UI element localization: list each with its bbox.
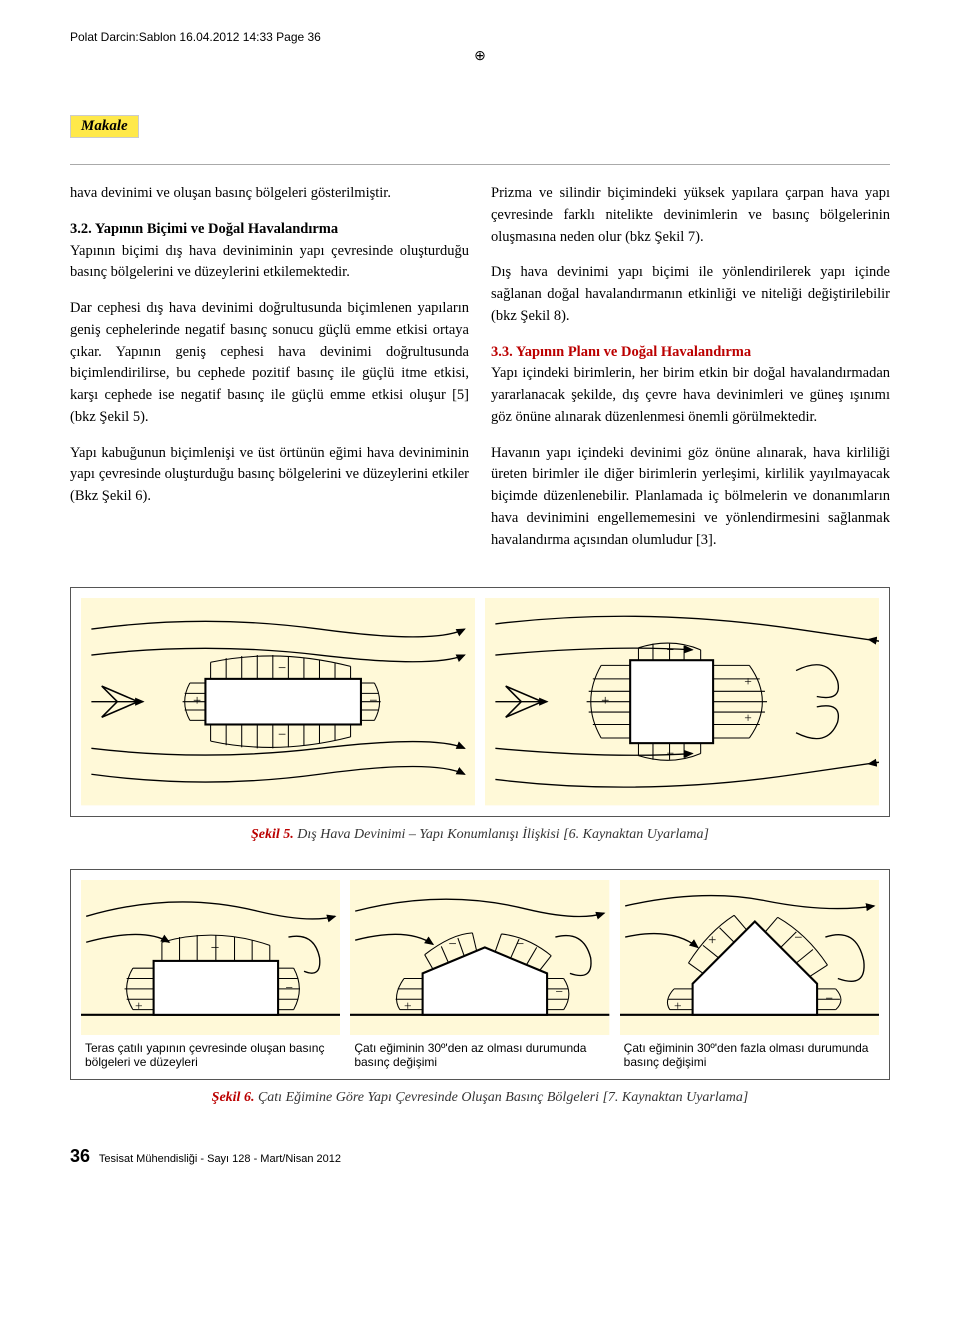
svg-text:−: − <box>794 930 802 946</box>
paragraph: Dar cephesi dış hava devinimi doğrultusu… <box>70 298 469 429</box>
svg-text:+: + <box>744 674 752 689</box>
svg-text:−: − <box>285 980 293 995</box>
svg-text:+: + <box>674 998 682 1013</box>
paragraph: Havanın yapı içindeki devinimi göz önüne… <box>491 443 890 552</box>
svg-text:+: + <box>135 998 143 1013</box>
figure-6-caption-2: Çatı eğiminin 30º'den az olması durumund… <box>350 1041 609 1069</box>
paragraph: Prizma ve silindir biçimindeki yüksek ya… <box>491 183 890 248</box>
svg-text:−: − <box>825 990 833 1005</box>
svg-text:−: − <box>449 936 457 952</box>
svg-text:−: − <box>369 693 377 709</box>
svg-text:+: + <box>601 693 609 709</box>
paragraph: Yapının biçimi dış hava deviniminin yapı… <box>70 243 469 281</box>
subheading: 3.2. Yapının Biçimi ve Doğal Havalandırm… <box>70 221 338 237</box>
svg-text:−: − <box>666 746 674 761</box>
figure-5-container: + − − − <box>70 587 890 816</box>
figure-6-subcaptions: Teras çatılı yapının çevresinde oluşan b… <box>81 1041 879 1069</box>
figure-5-right-diagram: + − − + + <box>485 598 879 805</box>
figure-5-left-diagram: + − − − <box>81 598 475 805</box>
page-footer: 36 Tesisat Mühendisliği - Sayı 128 - Mar… <box>70 1146 890 1167</box>
figure-6-caption: Şekil 6. Çatı Eğimine Göre Yapı Çevresin… <box>70 1090 890 1106</box>
body-columns: hava devinimi ve oluşan basınç bölgeleri… <box>70 183 890 565</box>
crop-mark-icon: ⊕ <box>70 48 890 65</box>
right-column: Prizma ve silindir biçimindeki yüksek ya… <box>491 183 890 565</box>
svg-text:−: − <box>666 642 674 657</box>
svg-text:−: − <box>556 984 564 999</box>
figure-6-diagram-lowpitch: + − − − <box>350 880 609 1036</box>
paragraph: Dış hava devinimi yapı biçimi ile yönlen… <box>491 262 890 327</box>
subheading: 3.3. Yapının Planı ve Doğal Havalandırma <box>491 344 751 360</box>
svg-text:+: + <box>744 711 752 726</box>
figure-6-container: + − − <box>70 869 890 1081</box>
paragraph: Yapı içindeki birimlerin, her birim etki… <box>491 365 890 425</box>
figure-6-caption-1: Teras çatılı yapının çevresinde oluşan b… <box>81 1041 340 1069</box>
paragraph: Yapı kabuğunun biçimlenişi ve üst örtünü… <box>70 443 469 508</box>
figure-6-diagram-flat: + − − <box>81 880 340 1036</box>
figure-6-caption-3: Çatı eğiminin 30º'den fazla olması durum… <box>620 1041 879 1069</box>
figure-5-caption: Şekil 5. Dış Hava Devinimi – Yapı Konuml… <box>70 827 890 843</box>
page-number: 36 <box>70 1146 90 1166</box>
section-badge: Makale <box>70 115 139 138</box>
journal-info: Tesisat Mühendisliği - Sayı 128 - Mart/N… <box>99 1153 341 1165</box>
svg-text:−: − <box>211 939 220 956</box>
divider <box>70 164 890 165</box>
svg-text:−: − <box>516 936 524 952</box>
svg-text:+: + <box>193 693 201 709</box>
left-column: hava devinimi ve oluşan basınç bölgeleri… <box>70 183 469 565</box>
print-header: Polat Darcin:Sablon 16.04.2012 14:33 Pag… <box>70 30 890 44</box>
figure-6-diagram-highpitch: + + − − <box>620 880 879 1036</box>
svg-text:−: − <box>278 727 286 743</box>
paragraph: hava devinimi ve oluşan basınç bölgeleri… <box>70 183 469 205</box>
svg-text:+: + <box>708 932 716 948</box>
svg-text:+: + <box>404 998 412 1013</box>
svg-text:−: − <box>278 661 286 677</box>
